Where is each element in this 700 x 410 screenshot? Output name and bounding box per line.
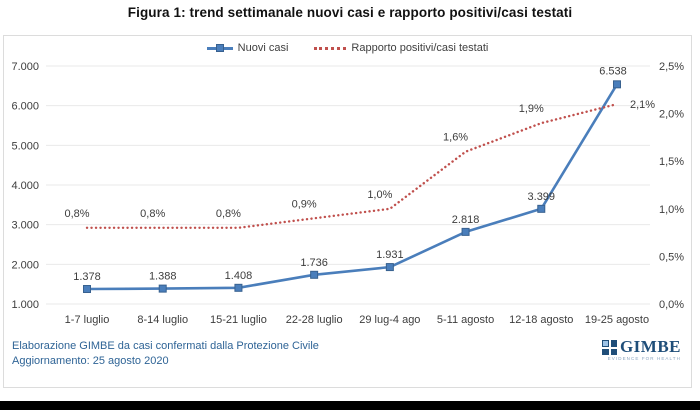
legend-label: Nuovi casi xyxy=(237,42,289,54)
svg-text:3.000: 3.000 xyxy=(11,220,39,232)
source-note: Elaborazione GIMBE da casi confermati da… xyxy=(12,339,319,368)
svg-text:1,9%: 1,9% xyxy=(519,103,544,115)
legend-label: Rapporto positivi/casi testati xyxy=(351,42,489,54)
svg-text:0,8%: 0,8% xyxy=(216,208,241,220)
svg-text:8-14 luglio: 8-14 luglio xyxy=(137,314,188,326)
chart-legend: Nuovi casi Rapporto positivi/casi testat… xyxy=(4,42,691,54)
bottom-black-bar xyxy=(0,401,700,410)
svg-text:22-28 luglio: 22-28 luglio xyxy=(286,314,343,326)
svg-text:2.000: 2.000 xyxy=(11,259,39,271)
svg-text:4.000: 4.000 xyxy=(11,180,39,192)
svg-text:1,0%: 1,0% xyxy=(659,204,684,216)
chart-card: Nuovi casi Rapporto positivi/casi testat… xyxy=(3,35,692,388)
svg-text:0,8%: 0,8% xyxy=(140,208,165,220)
svg-text:1.408: 1.408 xyxy=(225,270,253,282)
legend-item-nuovi-casi: Nuovi casi xyxy=(206,42,289,54)
svg-text:29 lug-4 ago: 29 lug-4 ago xyxy=(359,314,420,326)
svg-text:0,9%: 0,9% xyxy=(292,198,317,210)
chart-canvas: 7.000 6.000 5.000 4.000 3.000 2.000 1.000 2,5% 2… xyxy=(11,61,684,326)
svg-text:2.818: 2.818 xyxy=(452,214,480,226)
svg-text:1.378: 1.378 xyxy=(73,271,101,283)
svg-text:2,1%: 2,1% xyxy=(630,99,655,111)
gimbe-logo-text: GIMBE xyxy=(619,337,681,356)
svg-text:1,5%: 1,5% xyxy=(659,156,684,168)
svg-text:0,0%: 0,0% xyxy=(659,299,684,311)
svg-text:3.399: 3.399 xyxy=(528,191,556,203)
svg-text:15-21 luglio: 15-21 luglio xyxy=(210,314,267,326)
svg-text:1,6%: 1,6% xyxy=(443,132,468,144)
svg-text:0,5%: 0,5% xyxy=(659,251,684,263)
gimbe-logo: GIMBE EVIDENCE FOR HEALTH xyxy=(601,337,681,361)
svg-text:6.538: 6.538 xyxy=(599,65,627,77)
svg-text:12-18 agosto: 12-18 agosto xyxy=(509,314,573,326)
gimbe-tagline: EVIDENCE FOR HEALTH xyxy=(607,356,681,361)
svg-text:1-7 luglio: 1-7 luglio xyxy=(65,314,110,326)
svg-text:1.388: 1.388 xyxy=(149,271,177,283)
figure-title: Figura 1: trend settimanale nuovi casi e… xyxy=(127,5,573,20)
svg-text:5-11 agosto: 5-11 agosto xyxy=(437,314,494,326)
svg-text:2,5%: 2,5% xyxy=(659,61,684,73)
legend-item-rapporto: Rapporto positivi/casi testati xyxy=(314,42,488,54)
blue-line-swatch-icon xyxy=(206,44,233,52)
svg-text:1.000: 1.000 xyxy=(11,299,39,311)
svg-text:6.000: 6.000 xyxy=(11,101,39,113)
svg-text:1.736: 1.736 xyxy=(300,257,328,269)
svg-text:1.931: 1.931 xyxy=(376,249,404,261)
svg-text:7.000: 7.000 xyxy=(11,61,39,73)
svg-text:5.000: 5.000 xyxy=(11,140,39,152)
gimbe-logo-icon xyxy=(601,339,617,355)
svg-text:2,0%: 2,0% xyxy=(659,109,684,121)
svg-text:19-25 agosto: 19-25 agosto xyxy=(585,314,649,326)
svg-text:1,0%: 1,0% xyxy=(367,189,392,201)
update-line: Aggiornamento: 25 agosto 2020 xyxy=(12,354,169,367)
source-line: Elaborazione GIMBE da casi confermati da… xyxy=(12,340,319,352)
svg-text:0,8%: 0,8% xyxy=(64,208,89,220)
red-dotted-swatch-icon xyxy=(314,46,347,50)
